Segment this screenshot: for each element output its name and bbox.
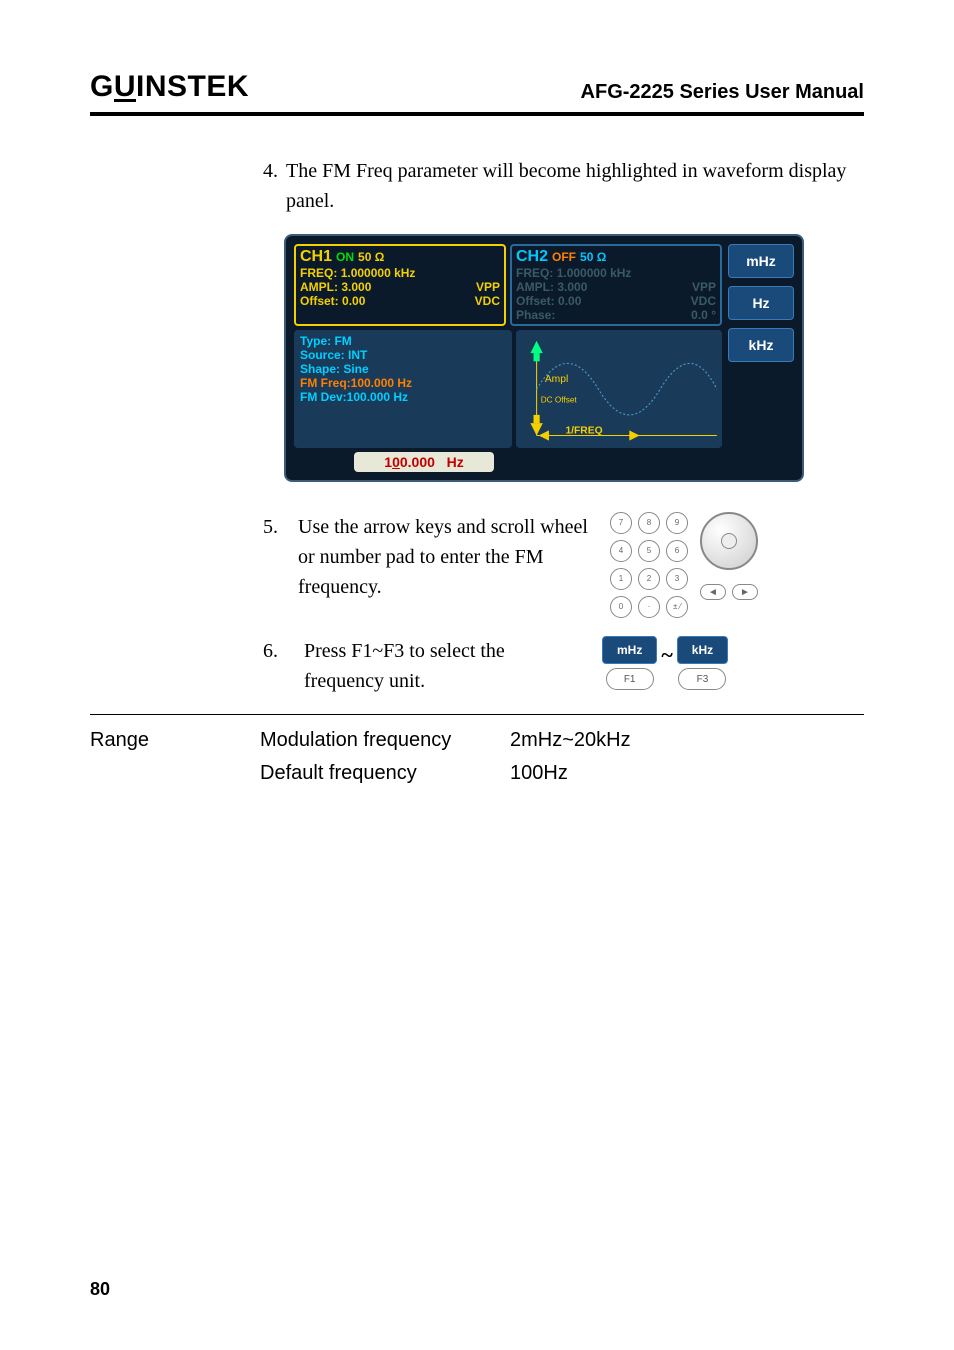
ch1-ohm: 50 Ω xyxy=(358,250,384,264)
step-number: 6. xyxy=(260,636,286,666)
range-label: Range xyxy=(90,729,260,752)
arrow-left-button[interactable]: ◄ xyxy=(700,584,726,600)
logo-text: GUINSTEK xyxy=(90,70,249,104)
step-text: The FM Freq parameter will become highli… xyxy=(286,156,864,216)
f1-button[interactable]: F1 xyxy=(606,668,654,690)
step-number: 5. xyxy=(260,512,286,542)
step-4: 4. The FM Freq parameter will become hig… xyxy=(260,156,864,216)
separator xyxy=(90,714,864,715)
key-dot[interactable]: · xyxy=(638,596,660,618)
softkey-hz[interactable]: Hz xyxy=(728,286,794,320)
arrow-right-button[interactable]: ► xyxy=(732,584,758,600)
key-sign[interactable]: ± ⁄ xyxy=(666,596,688,618)
f3-button[interactable]: F3 xyxy=(678,668,726,690)
tilde-separator: ~ xyxy=(657,638,676,689)
graph-dcoffset-label: DC Offset xyxy=(541,396,578,405)
scroll-wheel[interactable] xyxy=(700,512,758,570)
key-1[interactable]: 1 xyxy=(610,568,632,590)
key-2[interactable]: 2 xyxy=(638,568,660,590)
key-4[interactable]: 4 xyxy=(610,540,632,562)
range-value: 100Hz xyxy=(510,762,568,785)
brand-logo: GUINSTEK xyxy=(90,70,249,104)
number-keypad: 7 8 9 4 5 6 1 2 3 0 · ± ⁄ xyxy=(610,512,688,618)
key-9[interactable]: 9 xyxy=(666,512,688,534)
graph-ampl-label: Ampl xyxy=(545,374,568,385)
key-3[interactable]: 3 xyxy=(666,568,688,590)
ch2-state: OFF xyxy=(552,250,576,264)
softkey-mhz[interactable]: mHz xyxy=(602,636,657,664)
fm-freq-highlighted: FM Freq:100.000 Hz xyxy=(300,376,506,390)
page-header: GUINSTEK AFG-2225 Series User Manual xyxy=(90,70,864,116)
range-value: 2mHz~20kHz xyxy=(510,729,631,752)
softkey-column: mHz Hz kHz xyxy=(722,244,794,472)
step-6: 6. Press F1~F3 to select the frequency u… xyxy=(260,636,864,696)
lcd-screenshot: CH1 ON 50 Ω FREQ: 1.000000 kHz AMPL: 3.0… xyxy=(284,234,804,482)
ch2-ohm: 50 Ω xyxy=(580,250,606,264)
ch2-panel: CH2 OFF 50 Ω FREQ: 1.000000 kHz AMPL: 3.… xyxy=(510,244,722,326)
step-5: 5. Use the arrow keys and scroll wheel o… xyxy=(260,512,864,618)
key-8[interactable]: 8 xyxy=(638,512,660,534)
entry-value: 100.000 Hz xyxy=(354,452,494,472)
modulation-params: Type: FM Source: INT Shape: Sine FM Freq… xyxy=(294,330,512,448)
key-6[interactable]: 6 xyxy=(666,540,688,562)
manual-title: AFG-2225 Series User Manual xyxy=(581,81,864,104)
range-row-2: Default frequency 100Hz xyxy=(90,762,864,785)
step-number: 4. xyxy=(260,156,286,216)
range-key: Default frequency xyxy=(260,762,510,785)
ch1-panel: CH1 ON 50 Ω FREQ: 1.000000 kHz AMPL: 3.0… xyxy=(294,244,506,326)
ch1-state: ON xyxy=(336,250,354,264)
softkey-khz[interactable]: kHz xyxy=(728,328,794,362)
key-7[interactable]: 7 xyxy=(610,512,632,534)
graph-freq-label: 1/FREQ xyxy=(565,425,602,436)
step-text: Press F1~F3 to select the frequency unit… xyxy=(304,636,584,696)
ch1-title: CH1 xyxy=(300,248,332,266)
step-text: Use the arrow keys and scroll wheel or n… xyxy=(298,512,598,602)
softkey-mhz[interactable]: mHz xyxy=(728,244,794,278)
page-number: 80 xyxy=(90,1279,110,1300)
range-key: Modulation frequency xyxy=(260,729,510,752)
key-5[interactable]: 5 xyxy=(638,540,660,562)
key-0[interactable]: 0 xyxy=(610,596,632,618)
ch2-title: CH2 xyxy=(516,248,548,266)
range-row-1: Range Modulation frequency 2mHz~20kHz xyxy=(90,729,864,752)
waveform-graph: Ampl DC Offset 1/FREQ xyxy=(516,330,722,448)
softkey-khz[interactable]: kHz xyxy=(677,636,728,664)
